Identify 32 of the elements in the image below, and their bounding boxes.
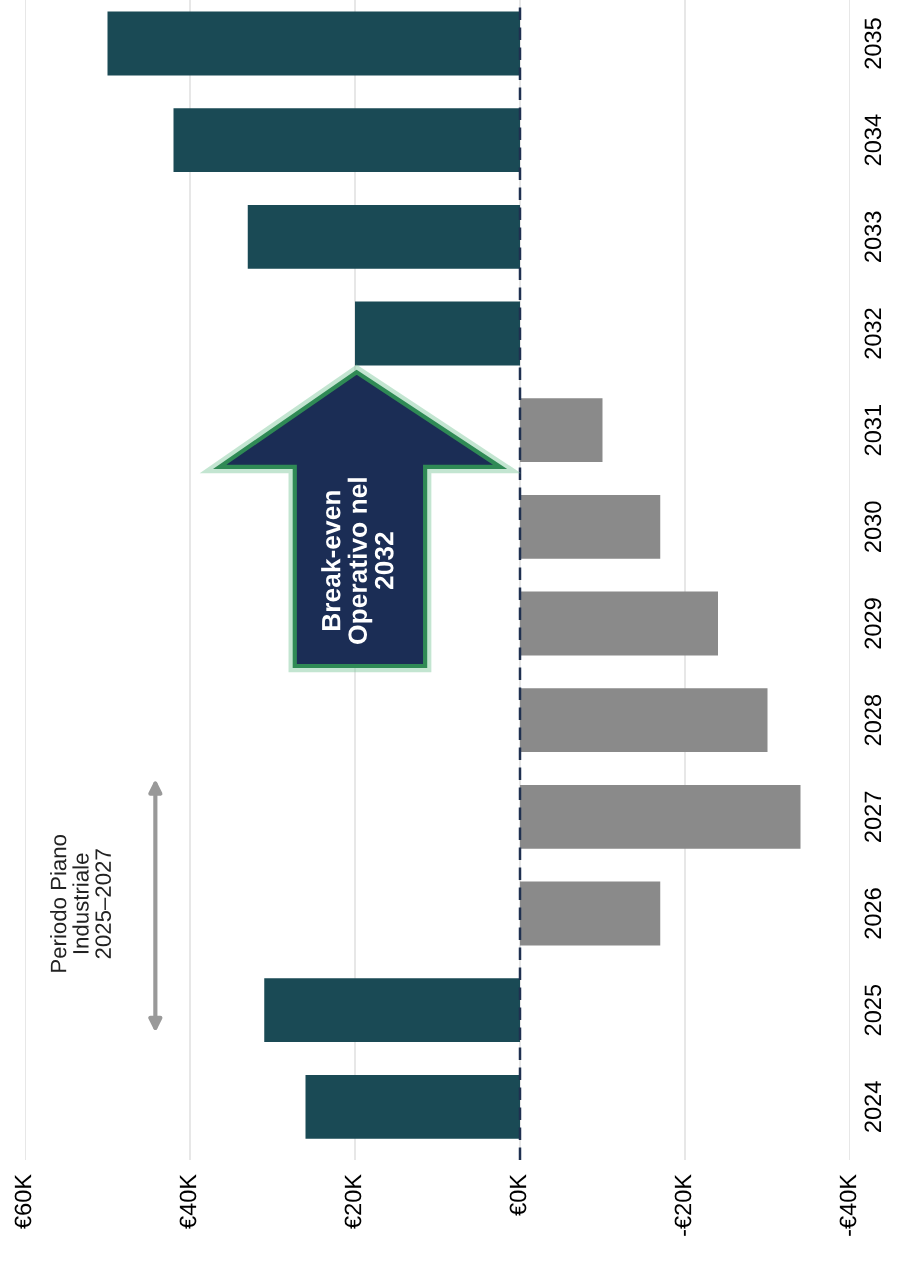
bar bbox=[264, 978, 520, 1043]
y-tick-label: 2034 bbox=[864, 114, 882, 166]
bar bbox=[520, 494, 661, 559]
y-tick-label: 2030 bbox=[864, 501, 882, 552]
y-tick-label: 2033 bbox=[864, 211, 882, 262]
y-tick-label: 2026 bbox=[864, 888, 882, 939]
x-tick-label: -€20K bbox=[674, 1174, 692, 1236]
bar bbox=[173, 108, 520, 173]
y-tick-label: 2035 bbox=[864, 18, 882, 69]
y-tick-label: 2024 bbox=[864, 1081, 882, 1132]
bar bbox=[520, 881, 661, 946]
y-tick-label: 2032 bbox=[864, 308, 882, 359]
bar bbox=[520, 591, 718, 656]
y-tick-label: 2029 bbox=[864, 598, 882, 649]
y-tick-label: 2028 bbox=[864, 694, 882, 746]
annotation: Periodo Piano Industriale 2025–2027 bbox=[50, 834, 112, 972]
bar bbox=[520, 784, 801, 849]
bar bbox=[355, 301, 520, 366]
y-tick-label: 2027 bbox=[864, 791, 882, 842]
x-tick-label: €0K bbox=[509, 1174, 527, 1216]
bar bbox=[305, 1074, 520, 1139]
x-tick-label: €20K bbox=[344, 1174, 362, 1229]
annotation: Break-even Operativo nel 2032 bbox=[321, 478, 394, 644]
y-tick-label: 2031 bbox=[864, 405, 882, 456]
x-tick-label: €60K bbox=[14, 1174, 32, 1229]
y-tick-label: 2025 bbox=[864, 984, 882, 1036]
bar bbox=[520, 398, 603, 463]
x-tick-label: €40K bbox=[179, 1174, 197, 1229]
bar bbox=[247, 204, 520, 269]
bar bbox=[107, 11, 520, 76]
bar bbox=[520, 688, 768, 753]
x-tick-label: -€40K bbox=[839, 1174, 857, 1236]
